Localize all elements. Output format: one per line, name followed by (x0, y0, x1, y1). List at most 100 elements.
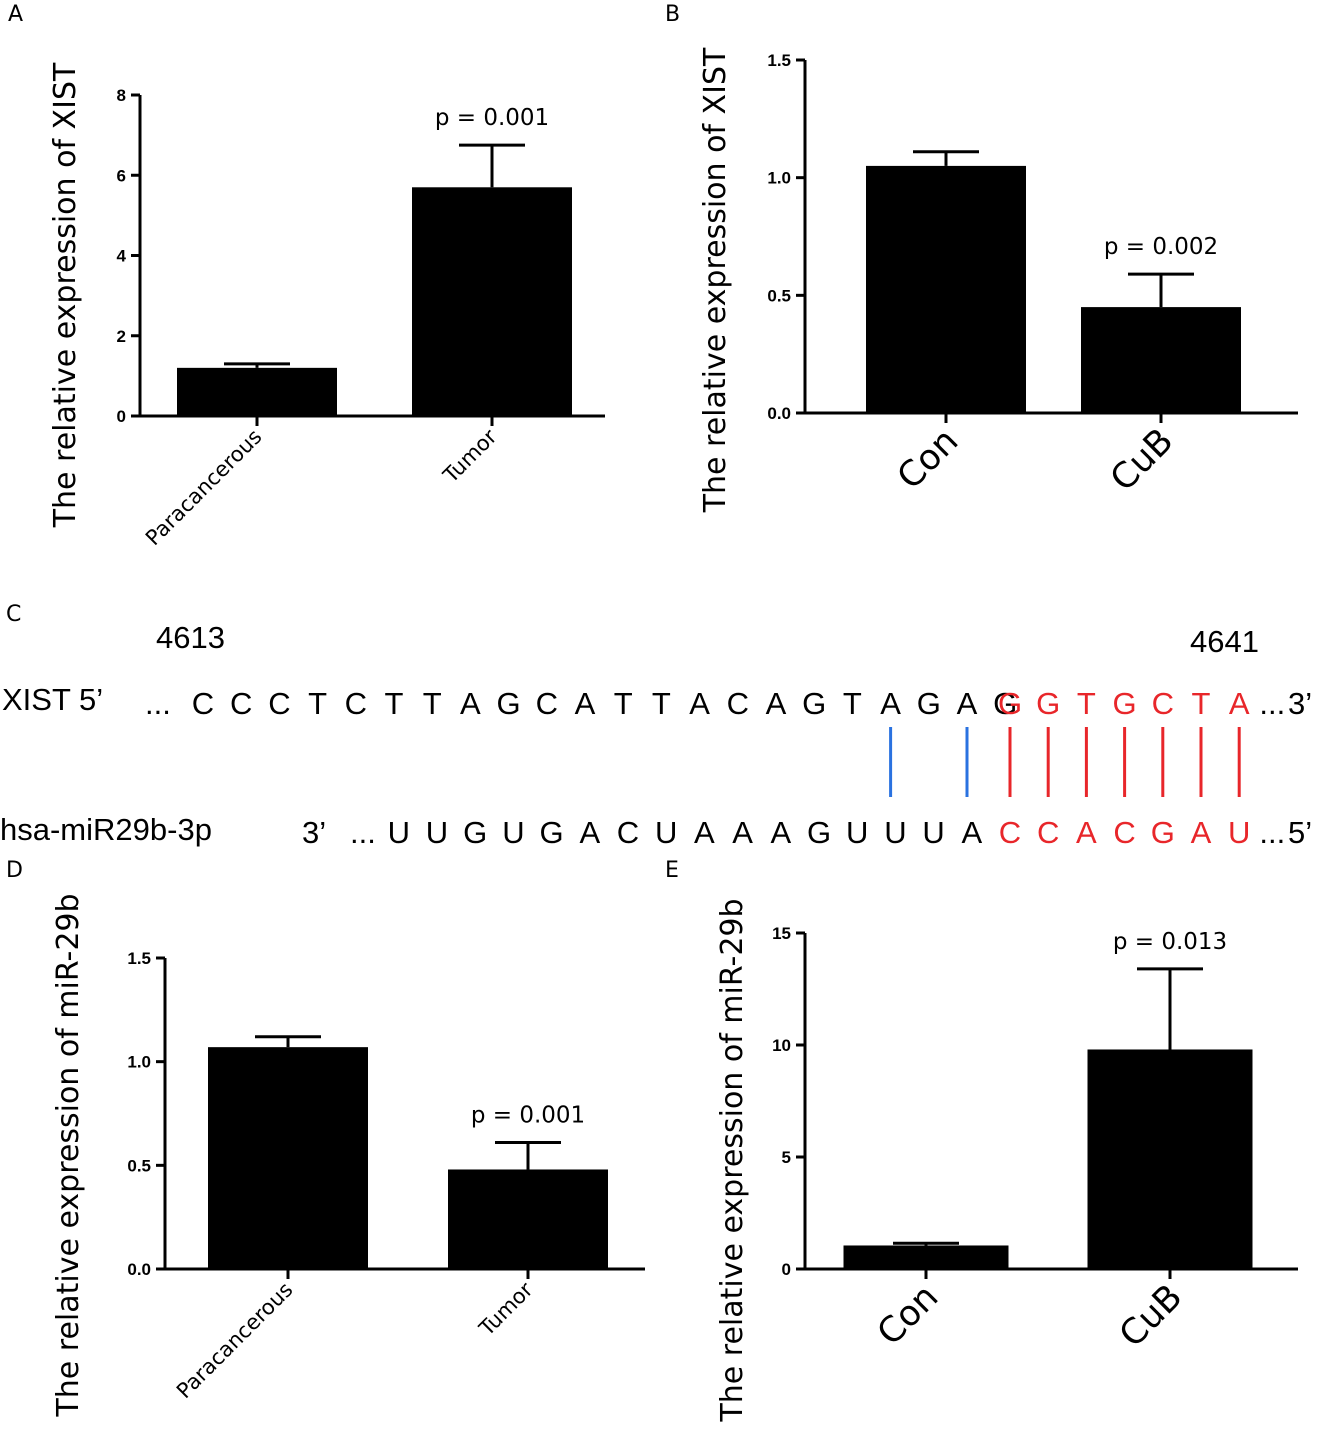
xist-base-7: A (460, 686, 481, 721)
p-value-b: p = 0.002 (1104, 234, 1218, 260)
bar-a-0 (177, 367, 337, 416)
bar-a-1 (412, 187, 572, 416)
p-value-d: p = 0.001 (471, 1103, 585, 1129)
mir29b-base-1: U (426, 815, 448, 850)
mir29b-base-11: G (807, 815, 831, 850)
panel-letter-e: E (665, 858, 679, 883)
mir29b-base-2: G (463, 815, 487, 850)
mir29b-5prime: 5’ (1288, 815, 1312, 850)
xist-base-8: G (497, 686, 521, 721)
y-tick-label-d: 0.0 (127, 1260, 151, 1279)
p-value-e: p = 0.013 (1113, 929, 1227, 955)
position-end-label: 4641 (1190, 624, 1259, 659)
category-label-a-0: Paracancerous (141, 425, 267, 551)
xist-prefix: ... (145, 686, 171, 721)
mir29b-label: hsa-miR29b-3p (0, 812, 212, 847)
xist-label: XIST 5’ (2, 682, 104, 717)
y-tick-label-e: 10 (772, 1036, 791, 1055)
mir29b-base-12: U (846, 815, 868, 850)
category-label-d-1: Tumor (474, 1277, 538, 1341)
panel-letter-a: A (8, 2, 24, 27)
xist-base-21: G (993, 686, 1017, 721)
xist-base-red-6: A (1229, 686, 1250, 721)
xist-base-9: C (536, 686, 558, 721)
bar-d-1 (448, 1169, 608, 1269)
y-tick-label-b: 1.5 (767, 51, 791, 70)
y-axis-label-e: The relative expression of miR-29b (715, 898, 750, 1422)
mir29b-base-red-0: C (999, 815, 1021, 850)
mir29b-suffix: ... (1259, 815, 1285, 850)
mir29b-base-14: U (922, 815, 944, 850)
mir29b-base-0: U (388, 815, 410, 850)
y-tick-label-a: 6 (117, 166, 126, 185)
xist-base-19: G (917, 686, 941, 721)
mir29b-3prime-end: 3’ (302, 815, 326, 850)
bar-b-0 (866, 165, 1026, 413)
mir29b-base-7: U (655, 815, 677, 850)
panel-letter-c: C (6, 602, 22, 627)
category-label-d-0: Paracancerous (172, 1278, 298, 1404)
xist-base-red-1: G (1036, 686, 1060, 721)
xist-base-16: G (802, 686, 826, 721)
mir29b-base-3: U (502, 815, 524, 850)
category-label-b-1: CuB (1103, 421, 1181, 499)
xist-base-20: A (957, 686, 978, 721)
xist-base-17: T (843, 686, 862, 721)
mir29b-base-red-5: A (1191, 815, 1212, 850)
bar-d-0 (208, 1047, 368, 1269)
mir29b-base-13: U (884, 815, 906, 850)
mir29b-base-red-2: A (1076, 815, 1097, 850)
y-tick-label-b: 1.0 (767, 169, 791, 188)
mir29b-base-red-1: C (1037, 815, 1059, 850)
xist-base-10: A (575, 686, 596, 721)
xist-base-red-2: T (1077, 686, 1096, 721)
category-label-e-0: Con (870, 1277, 946, 1353)
y-axis-label-a: The relative expression of XIST (48, 62, 83, 528)
mir29b-base-15: A (961, 815, 982, 850)
xist-base-red-5: T (1192, 686, 1211, 721)
panel-letter-d: D (6, 858, 23, 883)
xist-base-14: C (727, 686, 749, 721)
xist-base-15: A (766, 686, 787, 721)
xist-suffix: ... (1259, 686, 1285, 721)
category-label-e-1: CuB (1112, 1277, 1190, 1355)
mir29b-base-6: C (617, 815, 639, 850)
xist-base-4: C (345, 686, 367, 721)
category-label-b-0: Con (890, 421, 966, 497)
y-tick-label-a: 4 (117, 247, 127, 266)
y-tick-label-d: 1.5 (127, 949, 151, 968)
xist-base-13: A (689, 686, 710, 721)
y-tick-label-d: 1.0 (127, 1053, 151, 1072)
xist-base-1: C (230, 686, 252, 721)
y-tick-label-a: 2 (117, 327, 126, 346)
xist-base-red-4: C (1152, 686, 1174, 721)
y-tick-label-e: 15 (772, 924, 791, 943)
mir29b-base-9: A (732, 815, 753, 850)
bar-e-0 (843, 1245, 1009, 1269)
xist-base-6: T (423, 686, 442, 721)
mir29b-base-red-3: C (1113, 815, 1135, 850)
y-tick-label-b: 0.5 (767, 286, 791, 305)
y-axis-label-d: The relative expression of miR-29b (51, 893, 86, 1417)
y-tick-label-e: 5 (782, 1148, 791, 1167)
y-tick-label-d: 0.5 (127, 1156, 151, 1175)
xist-base-0: C (192, 686, 214, 721)
y-tick-label-a: 8 (117, 86, 126, 105)
y-tick-label-b: 0.0 (767, 404, 791, 423)
p-value-a: p = 0.001 (435, 105, 549, 131)
mir29b-base-10: A (770, 815, 791, 850)
panel-letter-b: B (665, 2, 681, 27)
y-axis-label-b: The relative expression of XIST (698, 47, 733, 513)
y-tick-label-e: 0 (782, 1260, 791, 1279)
y-tick-label-a: 0 (117, 407, 126, 426)
mir29b-prefix: ... (350, 815, 376, 850)
category-label-a-1: Tumor (438, 424, 502, 488)
xist-base-red-0: G (998, 686, 1022, 721)
xist-base-12: T (652, 686, 671, 721)
xist-base-5: T (385, 686, 404, 721)
xist-base-red-3: G (1113, 686, 1137, 721)
bar-e-1 (1087, 1049, 1253, 1269)
mir29b-base-red-6: U (1228, 815, 1250, 850)
mir29b-base-8: A (694, 815, 715, 850)
